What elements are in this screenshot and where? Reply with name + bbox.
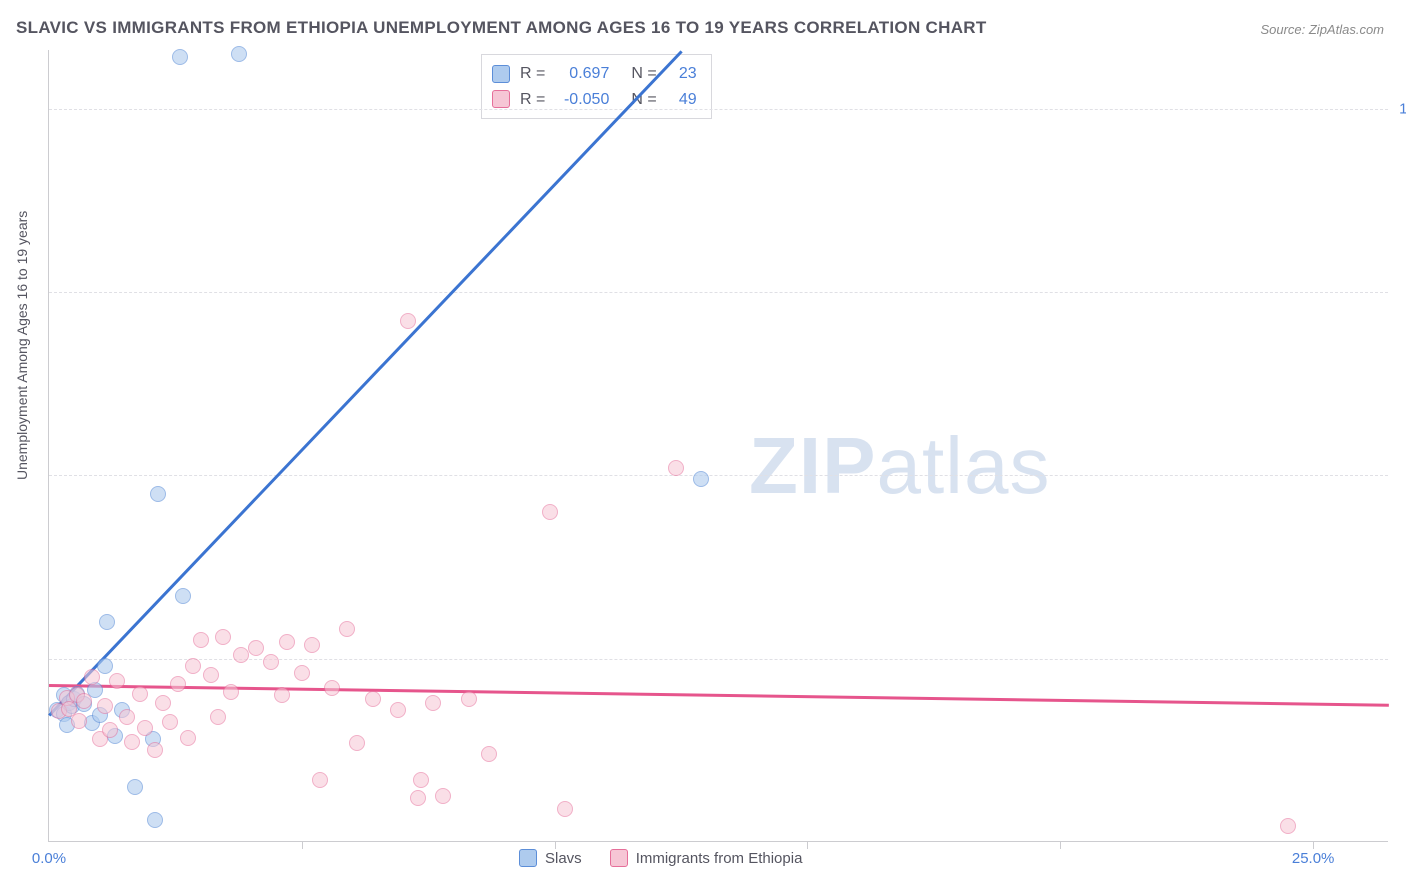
x-tick-label: 25.0%: [1292, 850, 1335, 867]
data-point: [410, 790, 426, 806]
data-point: [1280, 818, 1296, 834]
data-point: [400, 313, 416, 329]
data-point: [102, 722, 118, 738]
legend-item: Slavs: [519, 849, 582, 867]
chart-title: SLAVIC VS IMMIGRANTS FROM ETHIOPIA UNEMP…: [16, 18, 987, 38]
data-point: [137, 720, 153, 736]
trend-line: [49, 684, 1389, 706]
chart-container: SLAVIC VS IMMIGRANTS FROM ETHIOPIA UNEMP…: [0, 0, 1406, 892]
x-tick-mark: [807, 841, 808, 849]
data-point: [693, 471, 709, 487]
data-point: [97, 698, 113, 714]
data-point: [390, 702, 406, 718]
data-point: [147, 812, 163, 828]
data-point: [233, 647, 249, 663]
data-point: [193, 632, 209, 648]
data-point: [425, 695, 441, 711]
watermark-light: atlas: [876, 421, 1050, 510]
legend-swatch: [492, 90, 510, 108]
legend-label: Immigrants from Ethiopia: [636, 850, 803, 867]
data-point: [147, 742, 163, 758]
data-point: [349, 735, 365, 751]
x-tick-mark: [1060, 841, 1061, 849]
data-point: [461, 691, 477, 707]
data-point: [274, 687, 290, 703]
data-point: [263, 654, 279, 670]
data-point: [248, 640, 264, 656]
data-point: [127, 779, 143, 795]
data-point: [231, 46, 247, 62]
x-tick-mark: [302, 841, 303, 849]
gridline-horizontal: [49, 292, 1388, 293]
data-point: [435, 788, 451, 804]
gridline-horizontal: [49, 109, 1388, 110]
legend-swatch: [519, 849, 537, 867]
data-point: [210, 709, 226, 725]
data-point: [175, 588, 191, 604]
n-value: 23: [667, 61, 697, 87]
data-point: [180, 730, 196, 746]
data-point: [162, 714, 178, 730]
data-point: [76, 693, 92, 709]
watermark-bold: ZIP: [749, 421, 876, 510]
source-attribution: Source: ZipAtlas.com: [1260, 22, 1384, 37]
series-legend: Slavs Immigrants from Ethiopia: [519, 849, 802, 867]
data-point: [304, 637, 320, 653]
data-point: [71, 713, 87, 729]
data-point: [668, 460, 684, 476]
data-point: [223, 684, 239, 700]
legend-swatch: [492, 65, 510, 83]
data-point: [365, 691, 381, 707]
data-point: [172, 49, 188, 65]
data-point: [124, 734, 140, 750]
trend-line: [48, 50, 682, 715]
data-point: [150, 486, 166, 502]
legend-label: Slavs: [545, 850, 582, 867]
data-point: [203, 667, 219, 683]
x-tick-mark: [555, 841, 556, 849]
gridline-horizontal: [49, 659, 1388, 660]
r-value: 0.697: [555, 61, 609, 87]
data-point: [324, 680, 340, 696]
data-point: [99, 614, 115, 630]
data-point: [132, 686, 148, 702]
legend-swatch: [610, 849, 628, 867]
data-point: [155, 695, 171, 711]
data-point: [481, 746, 497, 762]
data-point: [542, 504, 558, 520]
data-point: [279, 634, 295, 650]
data-point: [97, 658, 113, 674]
data-point: [215, 629, 231, 645]
data-point: [294, 665, 310, 681]
watermark: ZIPatlas: [749, 420, 1050, 512]
x-tick-mark: [1313, 841, 1314, 849]
data-point: [170, 676, 186, 692]
gridline-horizontal: [49, 475, 1388, 476]
data-point: [557, 801, 573, 817]
data-point: [109, 673, 125, 689]
data-point: [339, 621, 355, 637]
data-point: [312, 772, 328, 788]
data-point: [119, 709, 135, 725]
y-tick-label: 100.0%: [1399, 100, 1406, 117]
data-point: [84, 669, 100, 685]
data-point: [413, 772, 429, 788]
legend-item: Immigrants from Ethiopia: [610, 849, 803, 867]
y-axis-label: Unemployment Among Ages 16 to 19 years: [14, 211, 30, 480]
r-label: R =: [520, 61, 545, 87]
data-point: [185, 658, 201, 674]
x-tick-label: 0.0%: [32, 850, 66, 867]
plot-area: ZIPatlas R =0.697N =23R =-0.050N =49 Sla…: [48, 50, 1388, 842]
